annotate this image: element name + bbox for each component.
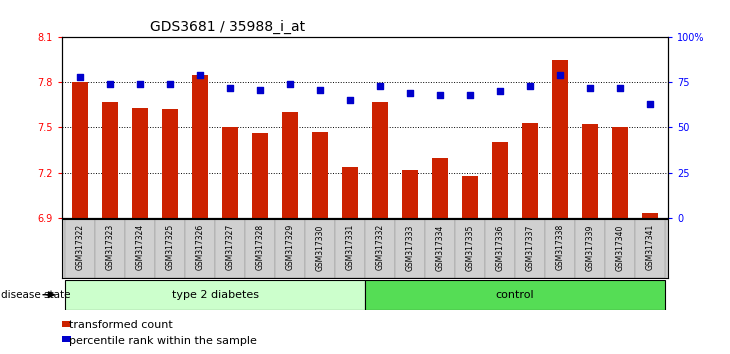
Bar [62, 321, 71, 327]
Text: GSM317341: GSM317341 [645, 224, 655, 270]
Bar [132, 108, 148, 218]
Point [434, 92, 446, 98]
Bar [402, 170, 418, 218]
Text: GDS3681 / 35988_i_at: GDS3681 / 35988_i_at [150, 19, 305, 34]
Bar [65, 280, 365, 310]
Point [644, 101, 656, 107]
Text: GSM317326: GSM317326 [196, 224, 204, 270]
Bar [101, 102, 118, 218]
Bar [125, 219, 155, 278]
Bar [552, 60, 568, 218]
Bar [425, 219, 455, 278]
Point [464, 92, 476, 98]
Text: GSM317335: GSM317335 [466, 224, 474, 270]
Text: GSM317334: GSM317334 [436, 224, 445, 270]
Text: transformed count: transformed count [62, 320, 173, 330]
Point [404, 90, 416, 96]
Bar [312, 132, 328, 218]
Text: GSM317329: GSM317329 [285, 224, 294, 270]
Point [584, 85, 596, 91]
Text: GSM317338: GSM317338 [556, 224, 564, 270]
Point [284, 81, 296, 87]
Point [134, 81, 146, 87]
Text: GSM317323: GSM317323 [106, 224, 115, 270]
Point [494, 88, 506, 94]
Point [314, 87, 326, 92]
Bar [635, 219, 665, 278]
Bar [372, 102, 388, 218]
Point [554, 72, 566, 78]
Bar [252, 133, 268, 218]
Text: control: control [496, 290, 534, 300]
Text: GSM317331: GSM317331 [345, 224, 355, 270]
Bar [282, 113, 299, 218]
Point [224, 85, 236, 91]
Bar [605, 219, 635, 278]
Bar [185, 219, 215, 278]
Bar [582, 125, 598, 218]
Bar [575, 219, 605, 278]
Bar [342, 167, 358, 218]
Bar [462, 176, 478, 218]
Text: percentile rank within the sample: percentile rank within the sample [62, 336, 257, 346]
Point [194, 72, 206, 78]
Text: GSM317340: GSM317340 [615, 224, 624, 270]
Bar [545, 219, 575, 278]
Text: disease state: disease state [1, 290, 70, 300]
Bar [365, 280, 665, 310]
Bar [162, 109, 178, 218]
Point [104, 81, 116, 87]
Bar [222, 127, 238, 218]
Bar [95, 219, 125, 278]
Text: GSM317327: GSM317327 [226, 224, 234, 270]
Text: GSM317332: GSM317332 [375, 224, 385, 270]
Text: GSM317339: GSM317339 [585, 224, 594, 270]
Bar [72, 82, 88, 218]
Text: GSM317328: GSM317328 [255, 224, 264, 270]
Point [374, 83, 386, 89]
Bar [522, 123, 538, 218]
Bar [365, 219, 395, 278]
Bar [305, 219, 335, 278]
Text: GSM317322: GSM317322 [75, 224, 85, 270]
Bar [65, 219, 95, 278]
Bar [612, 127, 629, 218]
Bar [192, 75, 208, 218]
Text: GSM317325: GSM317325 [166, 224, 174, 270]
Bar [431, 158, 448, 218]
Point [254, 87, 266, 92]
Text: GSM317337: GSM317337 [526, 224, 534, 270]
Bar [155, 219, 185, 278]
Bar [215, 219, 245, 278]
Point [614, 85, 626, 91]
Text: GSM317330: GSM317330 [315, 224, 325, 270]
Text: type 2 diabetes: type 2 diabetes [172, 290, 258, 300]
Point [164, 81, 176, 87]
Bar [485, 219, 515, 278]
Point [344, 98, 356, 103]
Bar [275, 219, 305, 278]
Bar [455, 219, 485, 278]
Text: GSM317333: GSM317333 [405, 224, 415, 270]
Bar [335, 219, 365, 278]
Bar [515, 219, 545, 278]
Bar [492, 143, 508, 218]
Bar [245, 219, 275, 278]
Bar [395, 219, 425, 278]
Point [524, 83, 536, 89]
Text: GSM317336: GSM317336 [496, 224, 504, 270]
Text: GSM317324: GSM317324 [136, 224, 145, 270]
Bar [62, 336, 71, 342]
Point [74, 74, 86, 80]
Bar [642, 213, 658, 218]
